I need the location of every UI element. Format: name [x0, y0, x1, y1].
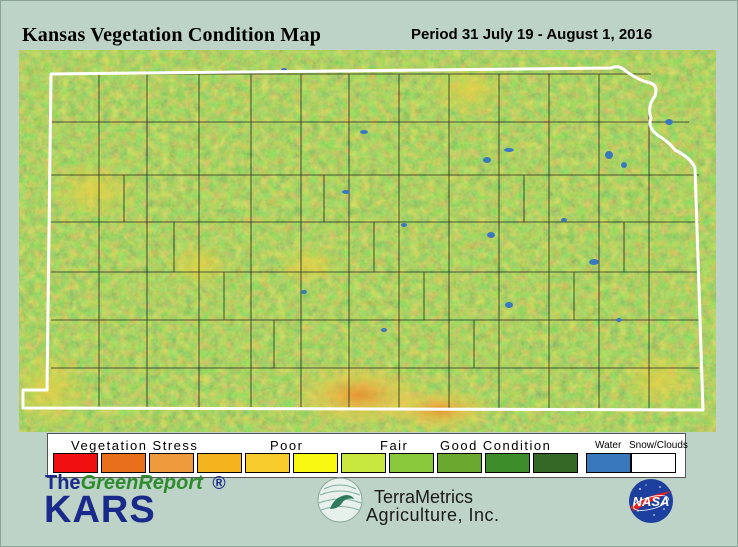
legend-swatch: [341, 453, 386, 473]
legend: Vegetation Stress Poor Fair Good Conditi…: [47, 433, 688, 478]
legend-good-label: Good Condition: [440, 438, 552, 453]
vegetation-map: [19, 50, 716, 432]
kars-logo: KARS: [44, 489, 156, 531]
period-label: Period 31 July 19 - August 1, 2016: [411, 26, 653, 43]
legend-water-label: Water: [595, 440, 622, 451]
the-word: The: [45, 472, 81, 494]
legend-swatch: [485, 453, 530, 473]
nasa-logo: NASA: [629, 479, 673, 523]
legend-swatch: [437, 453, 482, 473]
legend-stress-label: Vegetation Stress: [71, 438, 199, 453]
legend-snow-label: Snow/Clouds: [629, 440, 688, 451]
nasa-text: NASA: [633, 494, 670, 509]
legend-swatch: [533, 453, 578, 473]
state-boundary: [21, 65, 705, 412]
legend-poor-label: Poor: [270, 438, 304, 453]
legend-swatch: [245, 453, 290, 473]
terrametrics-icon: [317, 477, 363, 523]
legend-swatch: [149, 453, 194, 473]
legend-swatch: [389, 453, 434, 473]
terrametrics-subtitle: Agriculture, Inc.: [366, 505, 500, 525]
legend-swatch: [293, 453, 338, 473]
legend-swatch: [53, 453, 98, 473]
legend-swatch: [197, 453, 242, 473]
registered-mark: ®: [212, 473, 226, 493]
legend-fair-label: Fair: [380, 438, 409, 453]
legend-swatch: [586, 453, 631, 473]
terrametrics-name: TerraMetrics: [374, 487, 474, 507]
green-report-logo: TheGreenReport ®: [45, 472, 226, 495]
legend-swatch: [101, 453, 146, 473]
legend-swatch: [631, 453, 676, 473]
map-title: Kansas Vegetation Condition Map: [22, 24, 322, 46]
green-report-word: GreenReport: [80, 472, 203, 494]
